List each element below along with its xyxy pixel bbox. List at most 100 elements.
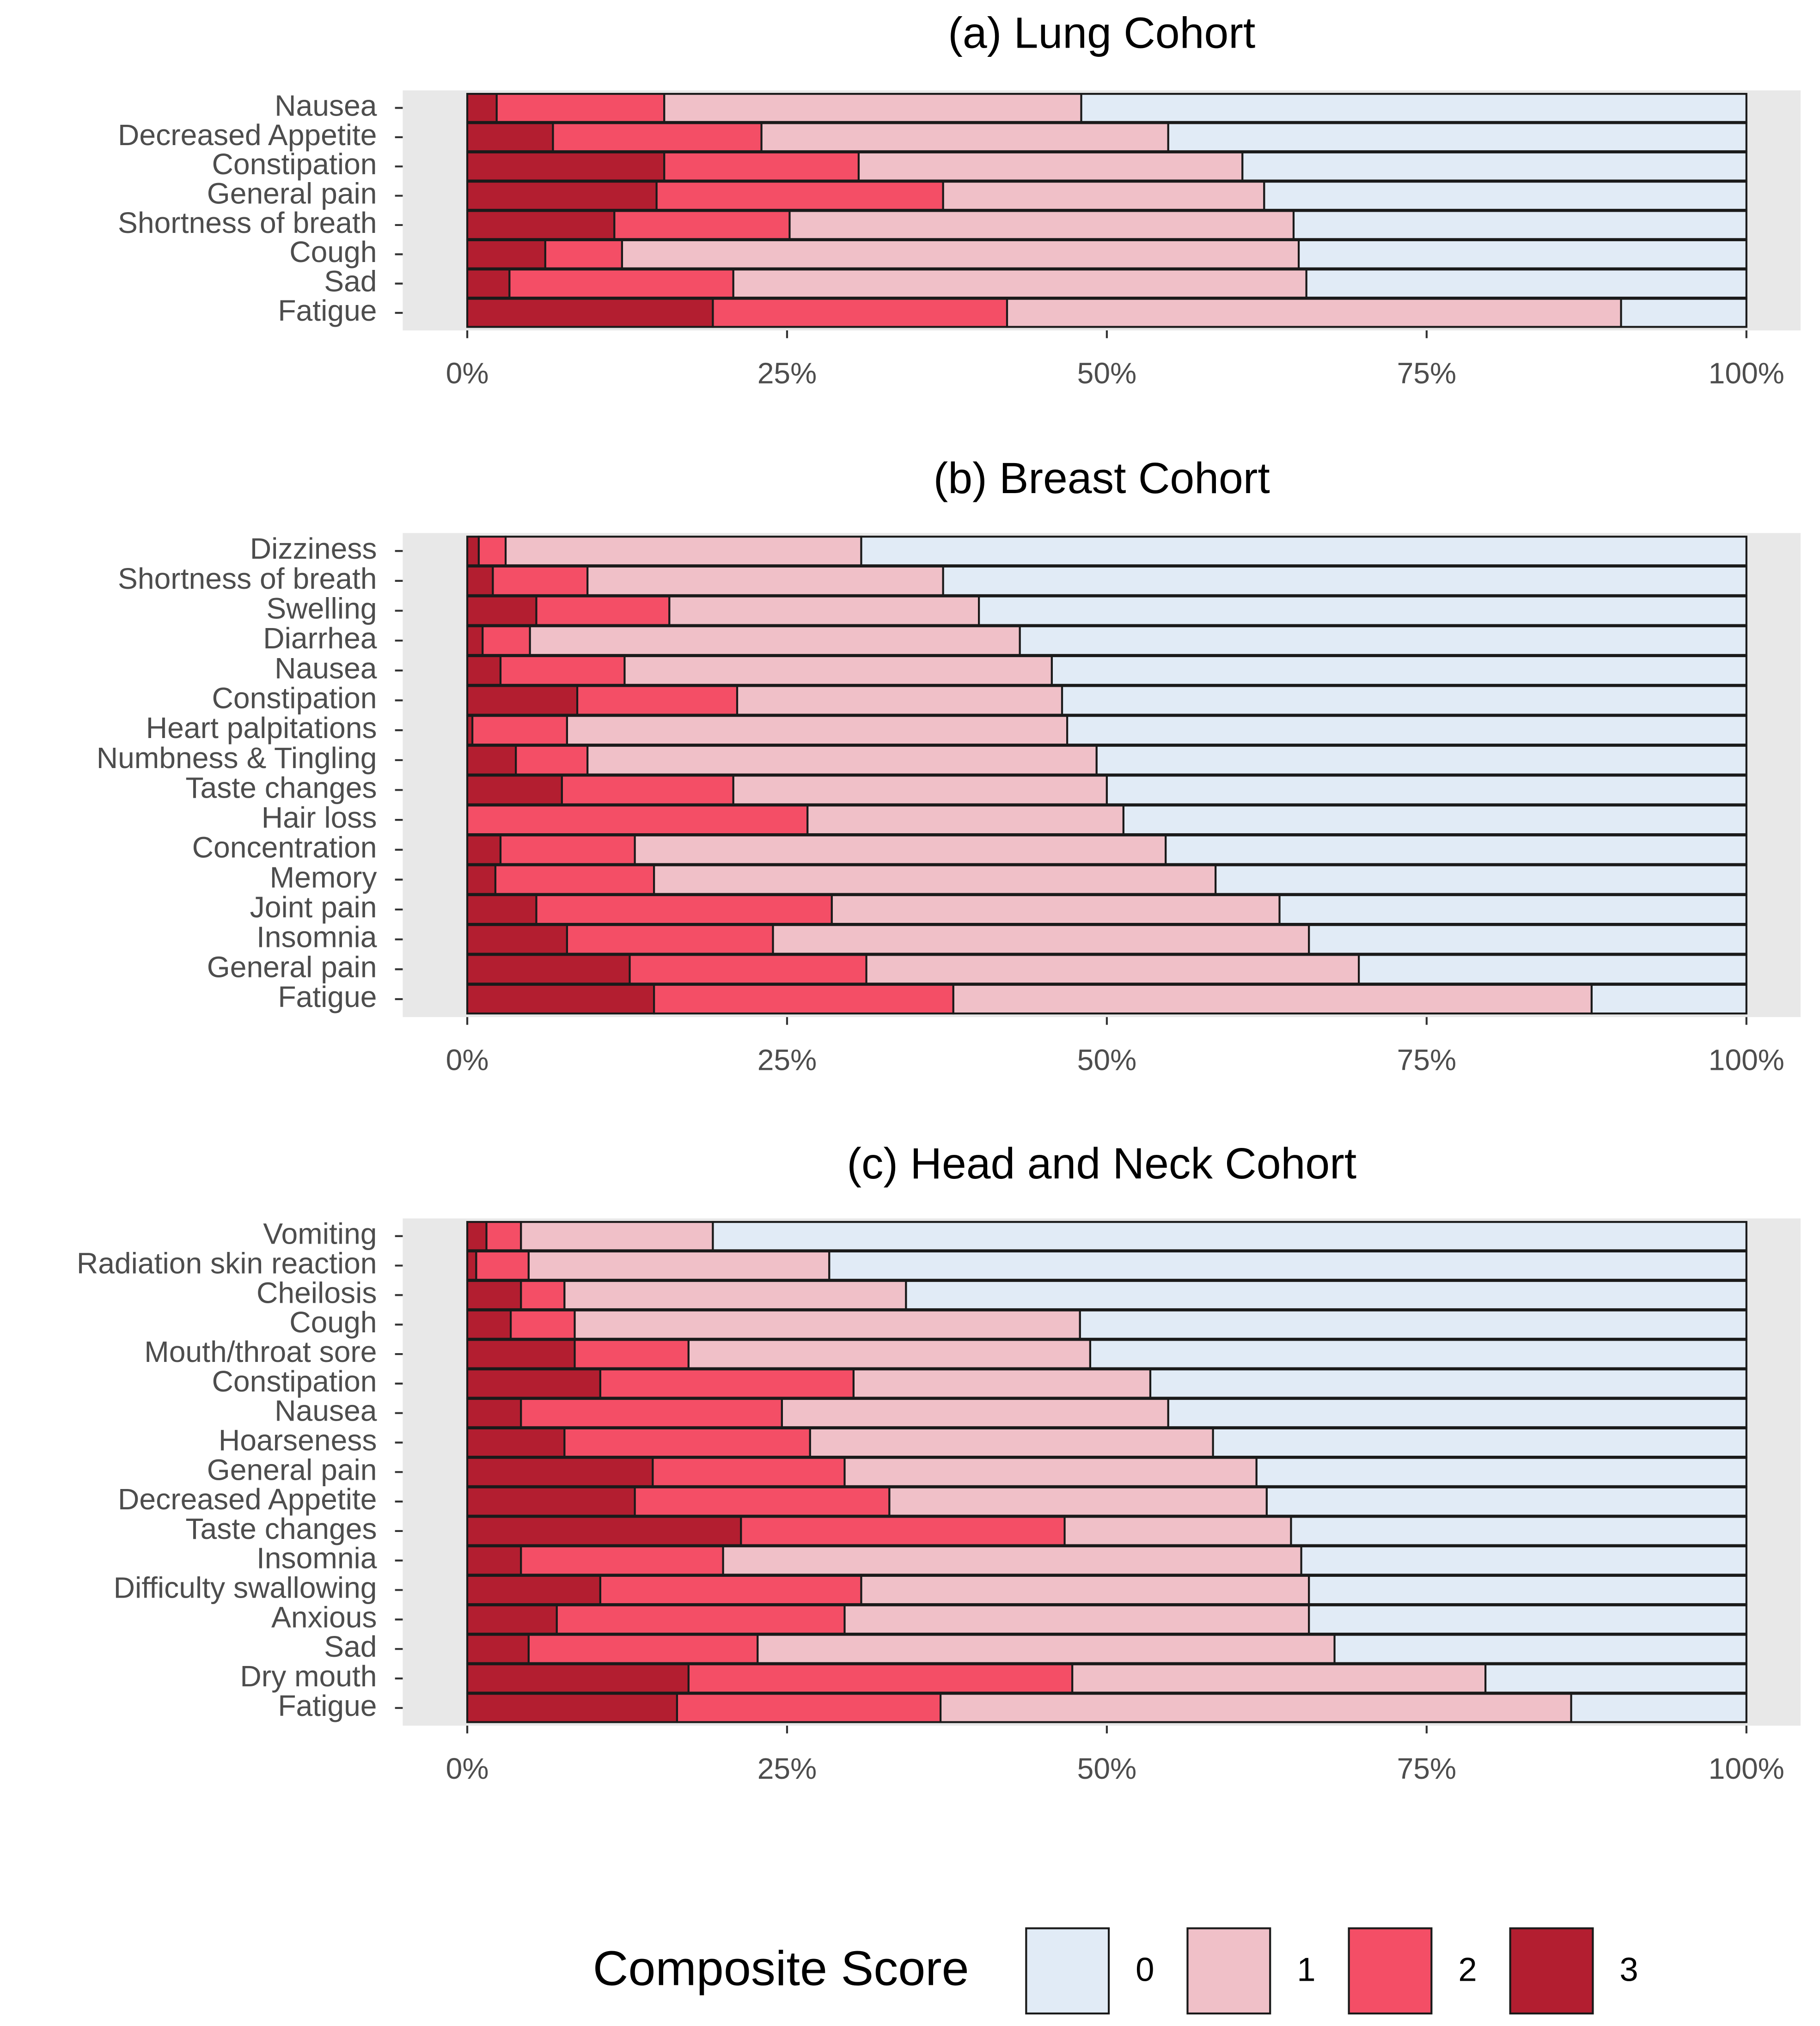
y-tick-label: Mouth/throat sore <box>144 1335 377 1368</box>
bar-segment <box>495 93 666 123</box>
bar-segment <box>477 536 507 567</box>
bar-segment <box>466 894 537 925</box>
y-tick-label: Difficulty swallowing <box>114 1571 377 1605</box>
y-tick-label: Insomnia <box>257 1542 377 1575</box>
bar-segment <box>492 565 589 597</box>
bar-segment <box>757 1634 1336 1664</box>
legend-swatch <box>1186 1927 1271 2015</box>
y-tick-label: Dry mouth <box>240 1660 377 1693</box>
bar-segment <box>563 1280 907 1311</box>
y-tick-label: Hoarseness <box>219 1423 377 1457</box>
bar-segment <box>806 804 1124 836</box>
bar-segment <box>466 151 666 182</box>
bar-segment <box>466 239 546 269</box>
bar-segment <box>466 298 714 328</box>
bar-segment <box>527 1250 831 1281</box>
bar-segment <box>634 1486 891 1517</box>
bar-segment <box>655 181 944 211</box>
y-tick-label: Constipation <box>212 1365 377 1398</box>
bar-segment <box>466 1545 522 1576</box>
bar-segment <box>466 269 511 299</box>
bar-segment <box>1308 1604 1747 1635</box>
bar-segment <box>653 983 954 1015</box>
bar-segment <box>634 834 1167 865</box>
bar-segment <box>1212 1427 1747 1458</box>
bar-segment <box>712 298 1008 328</box>
bar-segment <box>499 655 626 686</box>
bar-segment <box>529 625 1021 656</box>
y-tick-label: Cheilosis <box>257 1276 377 1309</box>
y-tick-label: Shortness of breath <box>118 562 377 595</box>
bar-segment <box>466 954 631 985</box>
x-tick-label: 50% <box>1077 1752 1137 1785</box>
bar-segment <box>466 1574 601 1605</box>
y-tick-label: Heart palpitations <box>146 711 377 744</box>
x-tick-label: 25% <box>757 1752 817 1785</box>
bar-segment <box>1308 1574 1747 1605</box>
x-tick-label: 100% <box>1709 1044 1784 1077</box>
bar-segment <box>466 1604 558 1635</box>
legend-swatch <box>1025 1927 1110 2015</box>
bar-segment <box>1019 625 1747 656</box>
y-tick-label: Constipation <box>212 147 377 181</box>
bar-segment <box>466 1427 566 1458</box>
legend-label: 2 <box>1458 1951 1477 1989</box>
y-tick-label: Fatigue <box>278 980 377 1013</box>
bar-segment <box>586 744 1098 775</box>
bar-segment <box>466 1368 601 1399</box>
bar-segment <box>527 1634 759 1664</box>
bar-segment <box>566 715 1069 746</box>
bar-segment <box>788 210 1295 240</box>
y-tick-label: Fatigue <box>278 1689 377 1722</box>
bar-segment <box>552 122 763 153</box>
x-tick-label: 0% <box>446 1044 489 1077</box>
bar-segment <box>1255 1457 1747 1488</box>
bar-segment <box>942 181 1265 211</box>
bar-segment <box>466 1339 576 1369</box>
bar-segment <box>621 239 1300 269</box>
bar-segment <box>1063 1516 1292 1546</box>
chart-title: (b) Breast Cohort <box>934 454 1270 503</box>
bar-segment <box>712 1221 1747 1251</box>
y-tick-label: Cough <box>289 235 377 269</box>
bar-segment <box>978 595 1747 626</box>
bar-segment <box>466 1457 654 1488</box>
x-tick-label: 75% <box>1397 1044 1457 1077</box>
y-tick-label: Nausea <box>275 1394 377 1428</box>
chart-title: (a) Lung Cohort <box>948 8 1255 57</box>
y-tick-label: Hair loss <box>262 801 377 834</box>
bar-segment <box>508 269 734 299</box>
bar-segment <box>1590 983 1747 1015</box>
x-tick-label: 50% <box>1077 357 1137 390</box>
bar-segment <box>586 565 944 597</box>
bar-segment <box>466 536 480 567</box>
bar-segment <box>510 1309 576 1340</box>
bar-segment <box>732 775 1108 806</box>
bar-segment <box>466 924 568 955</box>
bar-segment <box>860 536 1747 567</box>
bar-segment <box>629 954 867 985</box>
bar-segment <box>687 1339 1092 1369</box>
bar-segment <box>760 122 1169 153</box>
bar-segment <box>520 1397 783 1428</box>
x-tick-label: 100% <box>1709 1752 1784 1785</box>
bar-segment <box>905 1280 1747 1311</box>
y-tick-label: Taste changes <box>185 1512 377 1545</box>
bar-segment <box>1620 298 1747 328</box>
y-tick-label: Nausea <box>275 89 377 122</box>
bar-segment <box>466 804 809 836</box>
bar-segment <box>466 595 537 626</box>
legend-label: 3 <box>1619 1951 1638 1989</box>
bar-segment <box>576 685 739 716</box>
bar-segment <box>952 983 1593 1015</box>
legend-title: Composite Score <box>593 1941 969 1996</box>
y-tick-label: Insomnia <box>257 921 377 954</box>
bar-segment <box>1292 210 1747 240</box>
bar-segment <box>466 93 498 123</box>
bar-segment <box>1165 834 1747 865</box>
bar-segment <box>535 894 833 925</box>
bar-segment <box>466 1397 522 1428</box>
y-tick-label: Nausea <box>275 652 377 685</box>
bar-segment <box>1308 924 1747 955</box>
bar-segment <box>1297 239 1747 269</box>
